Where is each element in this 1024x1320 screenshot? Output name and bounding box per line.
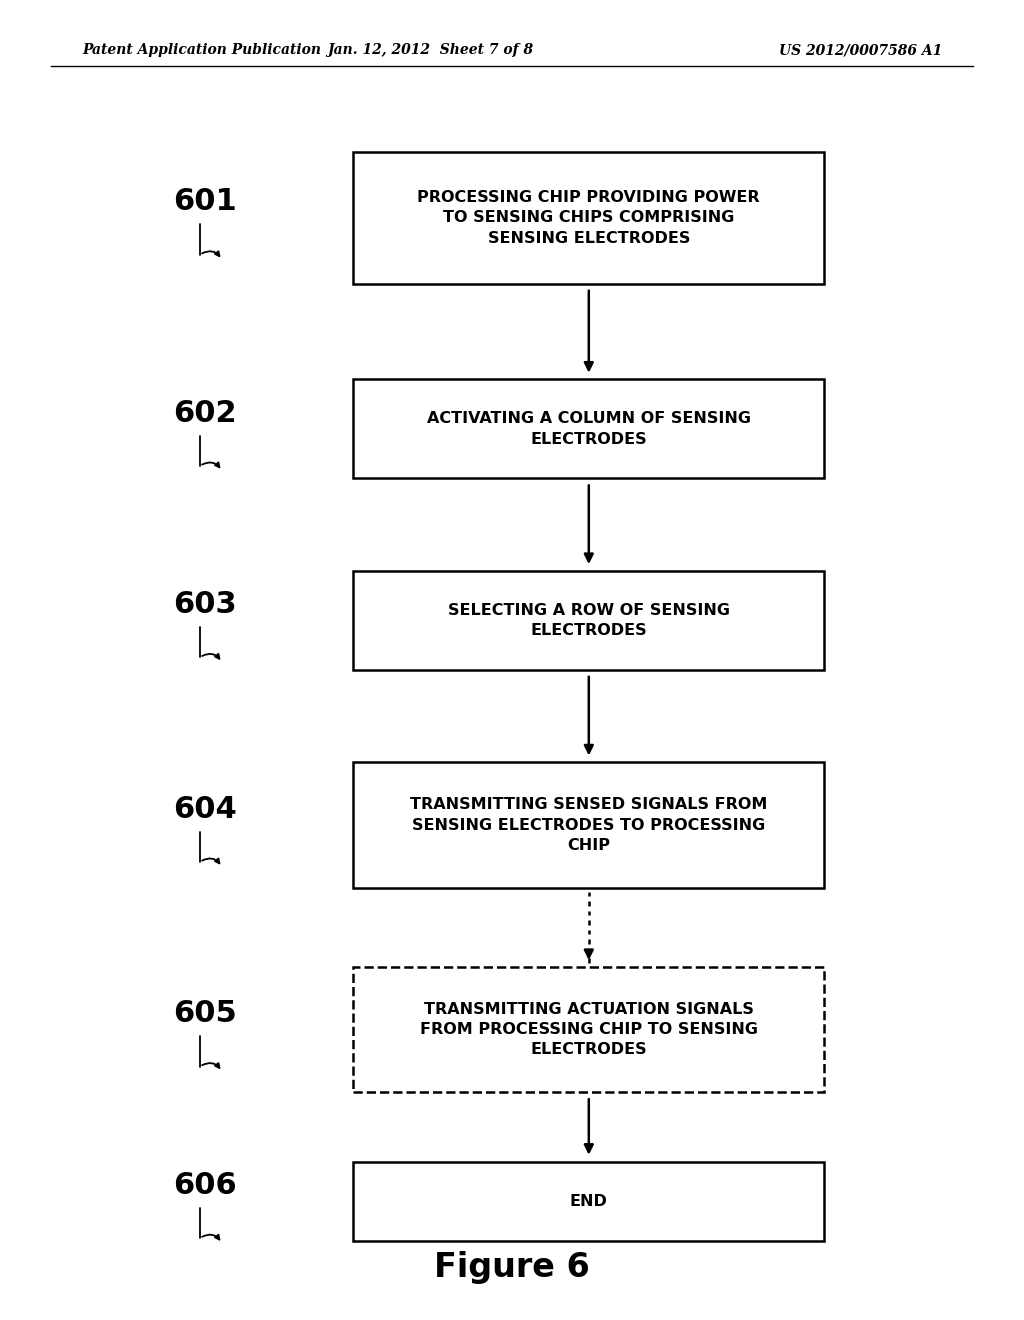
- Text: Figure 6: Figure 6: [434, 1251, 590, 1283]
- Text: Patent Application Publication: Patent Application Publication: [82, 44, 321, 57]
- Text: ACTIVATING A COLUMN OF SENSING
ELECTRODES: ACTIVATING A COLUMN OF SENSING ELECTRODE…: [427, 412, 751, 446]
- Text: PROCESSING CHIP PROVIDING POWER
TO SENSING CHIPS COMPRISING
SENSING ELECTRODES: PROCESSING CHIP PROVIDING POWER TO SENSI…: [418, 190, 760, 246]
- Bar: [353, 152, 824, 284]
- Bar: [353, 380, 824, 478]
- Text: SELECTING A ROW OF SENSING
ELECTRODES: SELECTING A ROW OF SENSING ELECTRODES: [447, 603, 730, 638]
- Text: 602: 602: [173, 399, 237, 428]
- Text: 603: 603: [173, 590, 237, 619]
- Bar: [353, 763, 824, 887]
- Bar: [353, 966, 824, 1093]
- Text: 605: 605: [173, 999, 237, 1028]
- Bar: [353, 572, 824, 671]
- Text: TRANSMITTING SENSED SIGNALS FROM
SENSING ELECTRODES TO PROCESSING
CHIP: TRANSMITTING SENSED SIGNALS FROM SENSING…: [411, 797, 767, 853]
- Text: TRANSMITTING ACTUATION SIGNALS
FROM PROCESSING CHIP TO SENSING
ELECTRODES: TRANSMITTING ACTUATION SIGNALS FROM PROC…: [420, 1002, 758, 1057]
- Text: 604: 604: [173, 795, 237, 824]
- Text: Jan. 12, 2012  Sheet 7 of 8: Jan. 12, 2012 Sheet 7 of 8: [327, 44, 534, 57]
- Text: 606: 606: [173, 1171, 237, 1200]
- Text: 601: 601: [173, 187, 237, 216]
- Bar: [353, 1162, 824, 1241]
- Text: US 2012/0007586 A1: US 2012/0007586 A1: [778, 44, 942, 57]
- Text: END: END: [570, 1193, 607, 1209]
